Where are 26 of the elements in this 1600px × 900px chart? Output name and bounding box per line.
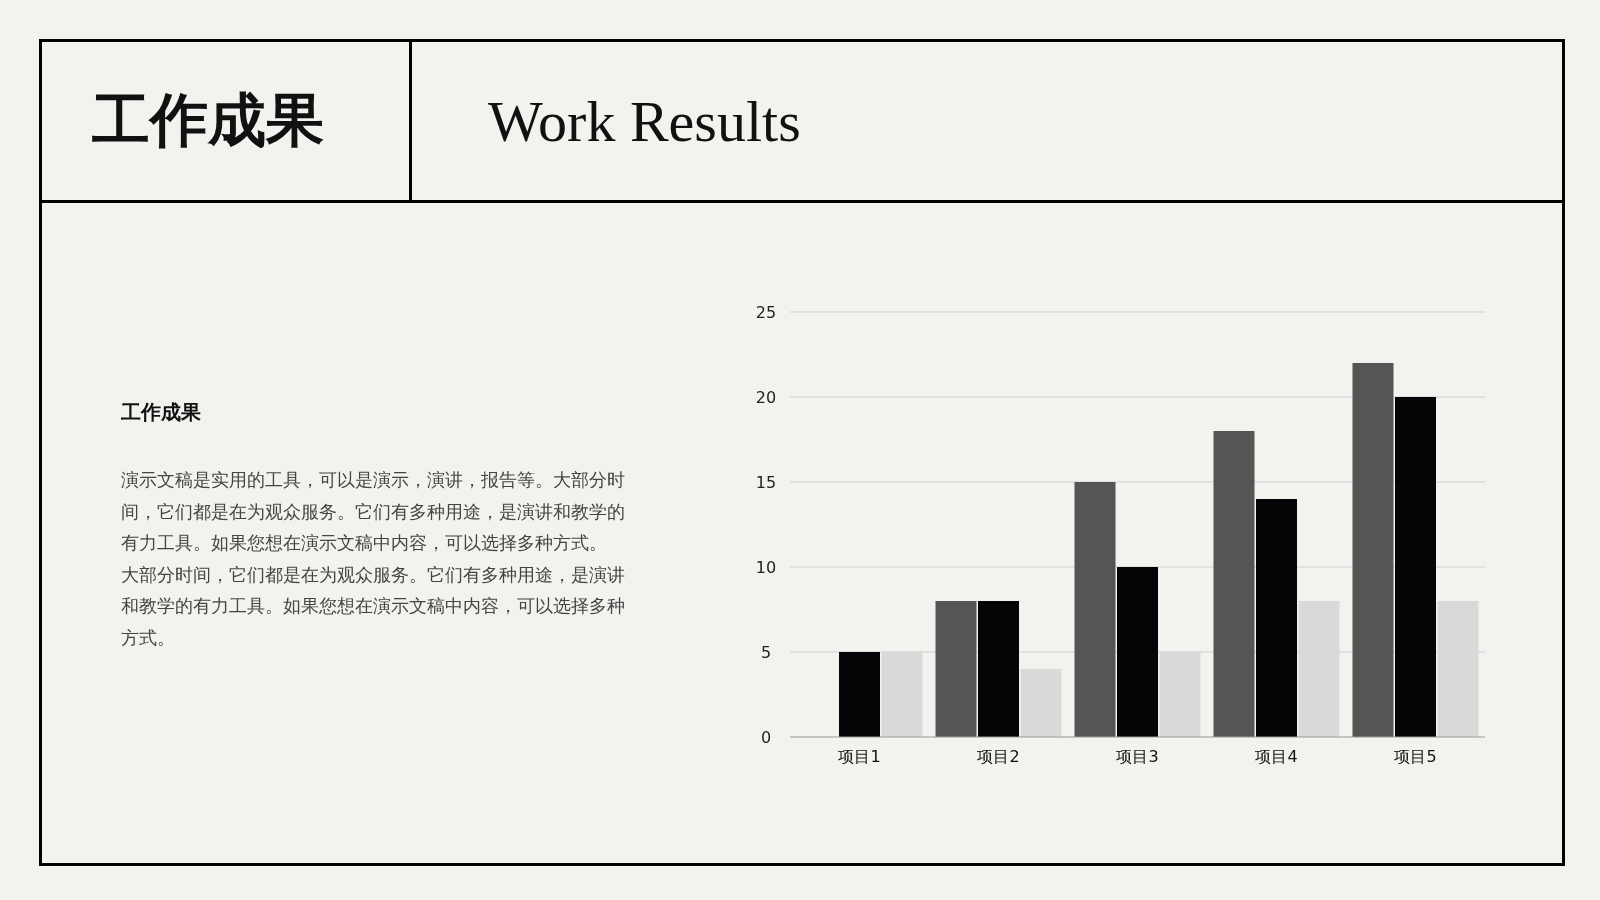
bar (1020, 669, 1062, 737)
text: 工作成果 (92, 85, 324, 156)
bar (839, 652, 880, 737)
bar (1117, 567, 1158, 737)
x-tick-label: 项目5 (1394, 747, 1437, 766)
y-tick-label: 5 (760, 643, 772, 662)
x-tick-label: 项目2 (977, 747, 1020, 766)
bar (1074, 482, 1116, 737)
text: 工作成果 (121, 399, 201, 426)
y-tick-label: 0 (760, 728, 772, 747)
bar (1213, 431, 1255, 737)
x-tick-label: 项目1 (838, 747, 881, 766)
bar (1256, 499, 1297, 737)
x-tick-label: 项目4 (1255, 747, 1298, 766)
bar (1395, 397, 1436, 737)
y-tick-label: 15 (755, 473, 777, 492)
y-tick-label: 20 (755, 388, 777, 407)
y-tick-label: 10 (755, 558, 777, 577)
x-tick-label: 项目3 (1116, 747, 1159, 766)
text: 演示文稿是实用的工具，可以是演示，演讲，报告等。大部分时间，它们都是在为观众服务。它们有多种用途，是演讲和教学的有力工具。如果您想在演示文稿中内容，可以选择多种方式。 (121, 468, 626, 556)
y-tick-label: 25 (755, 303, 777, 322)
bar (935, 601, 977, 737)
bar (1352, 363, 1394, 737)
text: 大部分时间，它们都是在为观众服务。它们有多种用途，是演讲和教学的有力工具。如果您想在演示文稿中内容，可以选择多种方式。 (121, 562, 626, 650)
chart-subtitle: Work Results (488, 88, 801, 155)
bar (978, 601, 1019, 737)
